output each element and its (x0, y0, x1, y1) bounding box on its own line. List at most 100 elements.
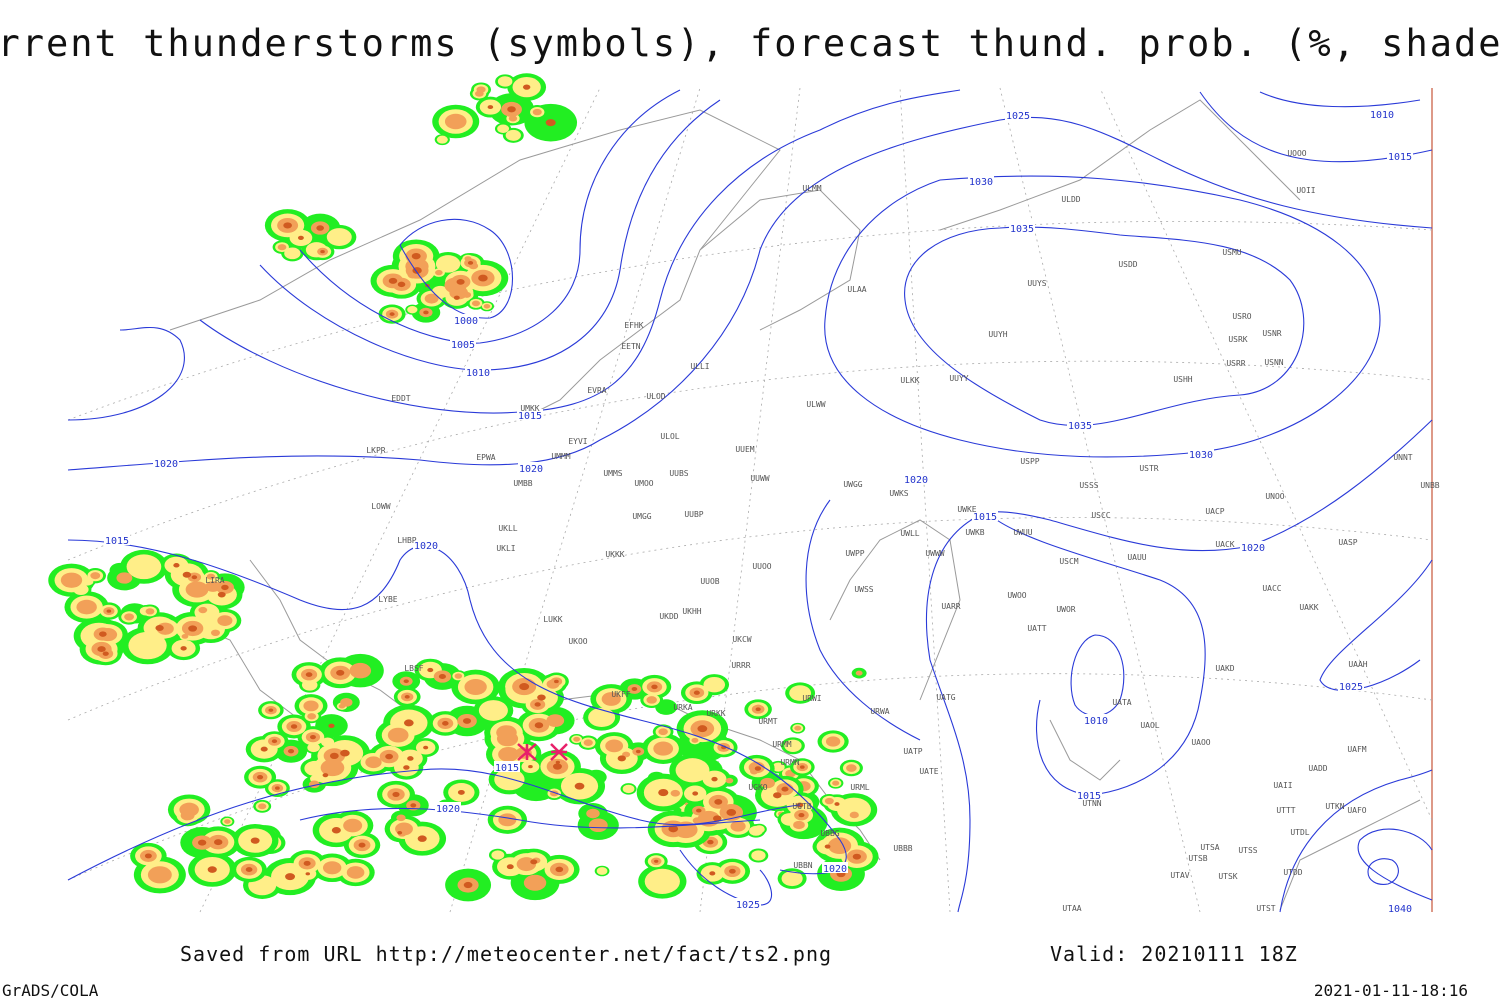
storm-area (772, 762, 785, 772)
storm-area (423, 310, 429, 315)
label-bg (972, 510, 998, 521)
storm-area (784, 739, 802, 752)
station-code: UTDL (1290, 828, 1309, 837)
station-code: UBBN (793, 861, 812, 870)
storm-area (622, 784, 635, 794)
station-code: UUBP (684, 510, 703, 519)
storm-area (508, 115, 518, 122)
storm-area (530, 859, 538, 865)
storm-area (497, 124, 510, 133)
station-code: UKLL (498, 524, 517, 533)
station-code: UKLI (496, 544, 515, 553)
storm-area (346, 866, 365, 879)
station-code: UACC (1262, 584, 1281, 593)
storm-area (675, 758, 710, 783)
station-code: UACP (1205, 507, 1224, 516)
storm-area (198, 606, 208, 614)
label-bg (413, 539, 439, 550)
station-code: UTKN (1325, 802, 1344, 811)
station-code: UWSS (854, 585, 873, 594)
storm-area (506, 864, 514, 870)
station-code: UKKK (605, 550, 624, 559)
station-code: UWGG (843, 480, 862, 489)
storm-area (343, 818, 363, 833)
label-bg (1338, 680, 1364, 691)
station-code: EETN (621, 342, 640, 351)
station-code: URWA (870, 707, 889, 716)
station-code: EFHK (624, 321, 643, 330)
station-code: UWLL (900, 529, 919, 538)
storm-area (780, 813, 799, 826)
isobar-label: 1020 (154, 459, 178, 470)
station-code: UTSK (1218, 872, 1237, 881)
station-code: UWKB (965, 528, 984, 537)
storm-area (326, 228, 352, 246)
station-code: UMKK (520, 404, 539, 413)
storm-area (696, 808, 702, 813)
storm-area (197, 839, 207, 846)
storm-area (217, 591, 226, 598)
storm-area (494, 768, 525, 791)
storm-area (496, 731, 519, 747)
storm-area (76, 599, 97, 615)
station-code: URMT (758, 717, 777, 726)
storm-area (390, 731, 404, 742)
storm-area (403, 719, 414, 727)
storm-area (553, 763, 562, 770)
storm-area (444, 113, 467, 130)
isobar-label: 1020 (436, 804, 460, 815)
storm-area (668, 825, 679, 833)
isobar-label: 1015 (495, 763, 519, 774)
storm-area (435, 269, 443, 276)
station-code: UAFO (1347, 806, 1366, 815)
station-code: ULDD (1061, 195, 1080, 204)
station-code: UAAH (1348, 660, 1367, 669)
storm-area (358, 842, 366, 848)
isobar-label: 1035 (1068, 421, 1092, 432)
station-code: UKDD (659, 612, 678, 621)
storm-area (207, 866, 217, 873)
storm-area (760, 777, 775, 789)
isobar-label: 1015 (518, 411, 542, 422)
station-code: USHH (1173, 375, 1192, 384)
storm-area (546, 714, 565, 727)
storm-area (754, 766, 762, 771)
storm-area (191, 575, 198, 580)
storm-area (846, 764, 857, 772)
isobar-label: 1005 (451, 340, 475, 351)
isobars (67, 89, 1433, 913)
storm-area (331, 827, 341, 834)
storm-area (284, 247, 301, 260)
storm-area (749, 825, 763, 836)
storm-area (221, 584, 229, 591)
storm-area (478, 274, 488, 282)
storm-area (707, 839, 714, 845)
station-code: USCM (1059, 557, 1078, 566)
storm-area (498, 746, 519, 762)
station-code: UTSS (1238, 846, 1257, 855)
storm-area (180, 646, 187, 651)
storm-area (497, 76, 513, 87)
station-code: ULKK (900, 376, 919, 385)
storm-area (655, 699, 678, 715)
storm-area (832, 780, 840, 786)
storm-area (463, 881, 473, 889)
storm-area (798, 812, 805, 818)
storm-area (773, 792, 782, 799)
timestamp: 2021-01-11-18:16 (1314, 981, 1468, 1000)
storm-area (217, 615, 233, 626)
storm-area (438, 673, 446, 680)
storm-area (528, 764, 533, 769)
storm-area (588, 707, 616, 728)
storm-area (388, 277, 398, 284)
storm-area (155, 624, 164, 631)
storm-area (654, 859, 659, 863)
storm-area (849, 811, 859, 819)
storm-area (181, 633, 189, 639)
storm-area (644, 868, 680, 894)
isobar-label: 1025 (1339, 682, 1363, 693)
storm-area (407, 756, 414, 761)
storm-area (392, 791, 400, 798)
storm-symbols (517, 743, 568, 761)
station-code: UAII (1273, 781, 1292, 790)
